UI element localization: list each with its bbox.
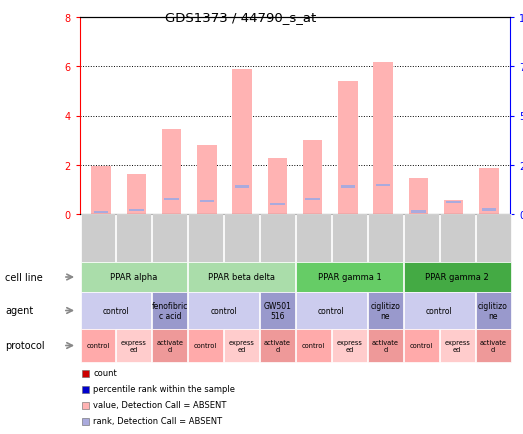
Bar — [162, 130, 181, 214]
Bar — [164, 199, 179, 201]
Bar — [408, 179, 428, 214]
Text: control: control — [302, 343, 325, 349]
Bar — [340, 186, 355, 188]
Text: control: control — [210, 306, 237, 315]
Bar — [376, 184, 390, 187]
Text: value, Detection Call = ABSENT: value, Detection Call = ABSENT — [93, 401, 226, 410]
Text: agent: agent — [5, 306, 33, 316]
Text: express
ed: express ed — [336, 339, 362, 352]
Bar — [303, 140, 322, 214]
Bar — [305, 199, 320, 201]
Text: control: control — [410, 343, 433, 349]
Text: ciglitizo
ne: ciglitizo ne — [370, 301, 400, 320]
Bar — [482, 209, 496, 211]
Bar — [268, 158, 287, 214]
Text: GDS1373 / 44790_s_at: GDS1373 / 44790_s_at — [165, 11, 316, 24]
Bar — [82, 386, 89, 393]
Bar — [446, 201, 461, 203]
Text: PPAR gamma 2: PPAR gamma 2 — [425, 273, 489, 282]
Text: GW501
516: GW501 516 — [264, 301, 291, 320]
Text: activate
d: activate d — [264, 339, 291, 352]
Text: PPAR gamma 1: PPAR gamma 1 — [317, 273, 381, 282]
Bar — [82, 418, 89, 424]
Text: count: count — [93, 368, 117, 378]
Bar — [127, 175, 146, 214]
Text: activate
d: activate d — [156, 339, 183, 352]
Bar — [92, 167, 111, 214]
Text: PPAR alpha: PPAR alpha — [110, 273, 157, 282]
Text: control: control — [86, 343, 110, 349]
Bar — [232, 70, 252, 214]
Text: ciglitizo
ne: ciglitizo ne — [478, 301, 508, 320]
Text: percentile rank within the sample: percentile rank within the sample — [93, 385, 235, 394]
Text: activate
d: activate d — [480, 339, 507, 352]
Text: control: control — [318, 306, 345, 315]
Bar — [235, 186, 249, 188]
Bar — [82, 401, 89, 408]
Bar — [200, 201, 214, 203]
Text: PPAR beta delta: PPAR beta delta — [208, 273, 275, 282]
Text: express
ed: express ed — [121, 339, 147, 352]
Bar — [270, 203, 285, 205]
Bar — [129, 210, 144, 212]
Bar — [444, 201, 463, 214]
Bar — [338, 81, 358, 214]
Text: express
ed: express ed — [229, 339, 255, 352]
Text: control: control — [103, 306, 129, 315]
Text: protocol: protocol — [5, 341, 44, 351]
Bar — [479, 168, 498, 214]
Text: cell line: cell line — [5, 273, 43, 283]
Bar — [373, 62, 393, 214]
Bar — [82, 370, 89, 377]
Text: control: control — [194, 343, 218, 349]
Text: activate
d: activate d — [372, 339, 399, 352]
Text: fenofibric
c acid: fenofibric c acid — [152, 301, 188, 320]
Bar — [94, 211, 108, 214]
Text: control: control — [426, 306, 452, 315]
Bar — [197, 145, 217, 214]
Bar — [411, 211, 426, 213]
Text: express
ed: express ed — [444, 339, 470, 352]
Text: rank, Detection Call = ABSENT: rank, Detection Call = ABSENT — [93, 417, 222, 425]
